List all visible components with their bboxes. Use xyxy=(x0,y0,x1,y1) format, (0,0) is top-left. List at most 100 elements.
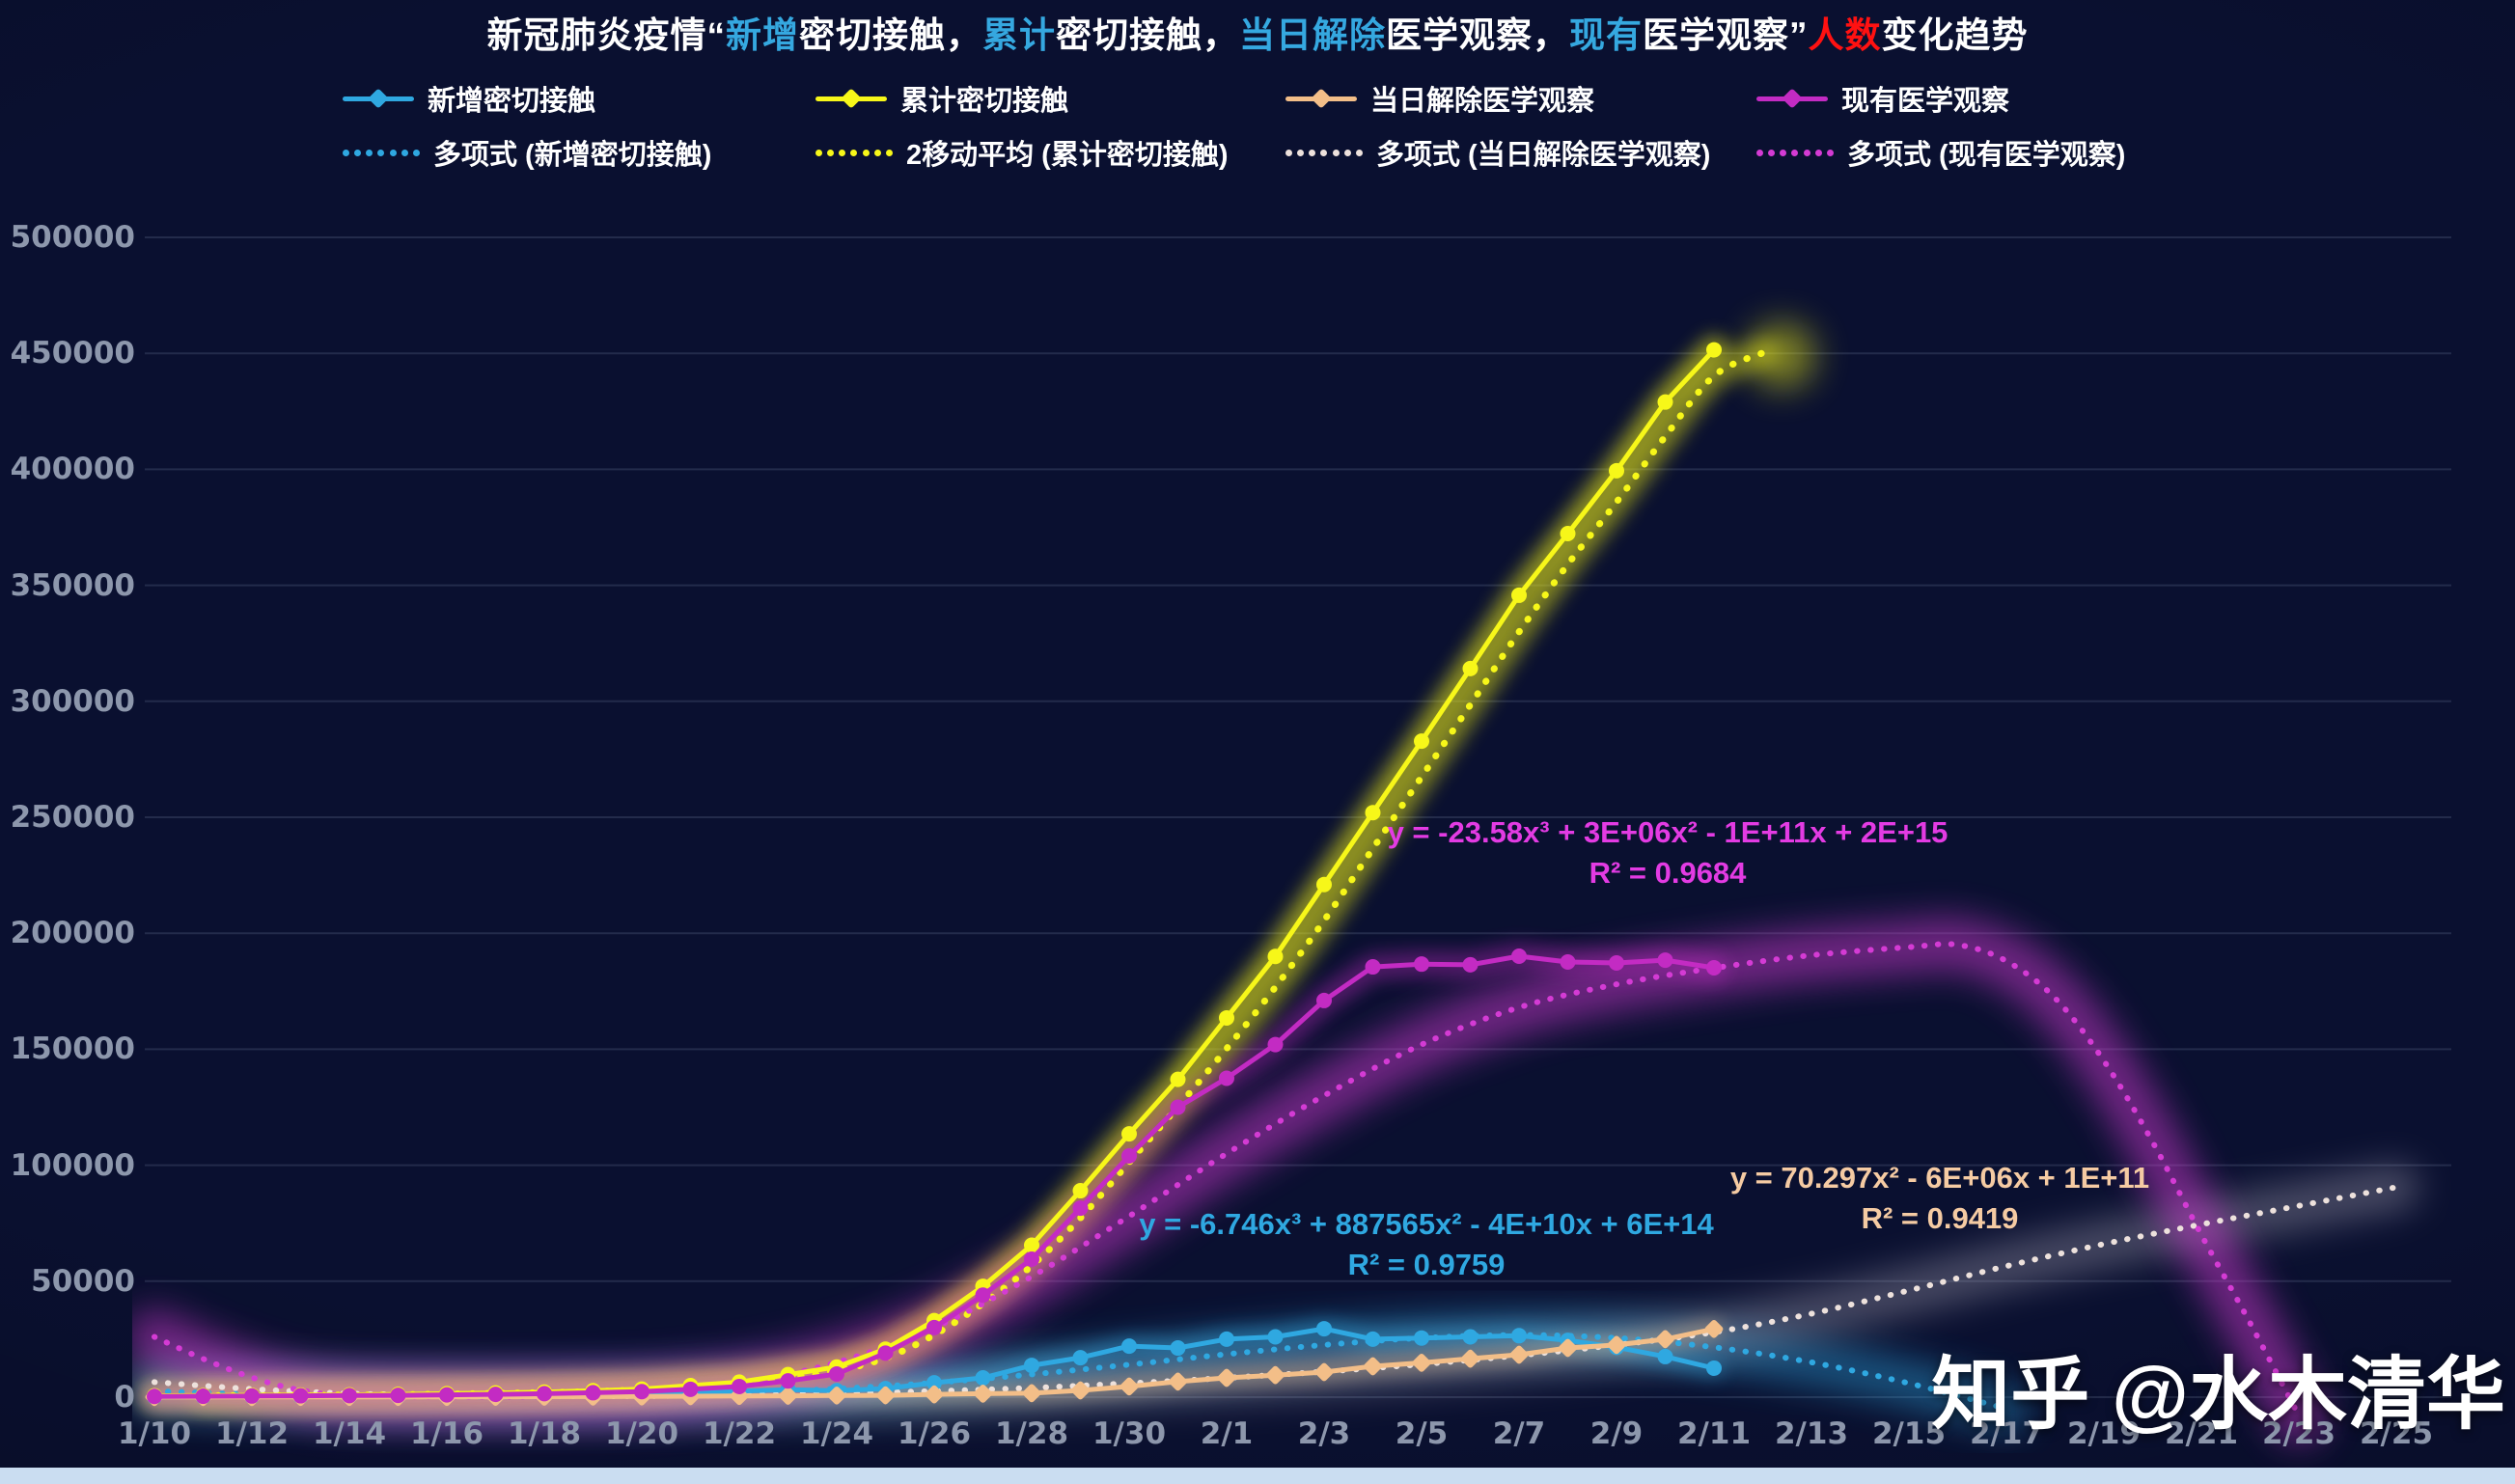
data-point-marker xyxy=(779,1387,797,1405)
data-point-marker xyxy=(1461,1349,1479,1368)
legend-line-swatch-icon xyxy=(343,88,414,109)
y-tick-label: 300000 xyxy=(10,683,135,719)
data-point-marker xyxy=(1365,1331,1381,1347)
data-point-marker xyxy=(1170,1340,1186,1357)
equation-line: R² = 0.9684 xyxy=(1589,856,1747,890)
legend-item: 2移动平均 (累计密切接触) xyxy=(815,133,1229,172)
title-segment: 累计 xyxy=(982,15,1056,55)
data-point-marker xyxy=(1509,1345,1529,1364)
x-tick-label: 1/22 xyxy=(702,1416,777,1451)
data-point-marker xyxy=(1511,948,1527,964)
data-point-marker xyxy=(1560,954,1576,971)
data-point-marker xyxy=(1170,1071,1186,1087)
data-point-marker xyxy=(342,1388,357,1404)
legend-marker-icon xyxy=(1311,88,1332,109)
trendline-dotted xyxy=(152,1332,2009,1412)
data-point-marker xyxy=(1365,959,1381,976)
title-segment: 医学观察” xyxy=(1643,15,1809,55)
bottom-strip xyxy=(0,1468,2515,1484)
x-tick-label: 1/10 xyxy=(117,1416,192,1451)
chart-title: 新冠肺炎疫情“新增密切接触，累计密切接触，当日解除医学观察，现有医学观察”人数变… xyxy=(0,6,2515,58)
x-tick-label: 2/3 xyxy=(1297,1416,1351,1451)
data-point-marker xyxy=(1219,1331,1234,1347)
data-point-marker xyxy=(1365,805,1381,821)
data-point-marker xyxy=(1560,525,1576,541)
legend-label: 现有医学观察 xyxy=(1841,86,2010,117)
equation-line: y = -23.58x³ + 3E+06x² - 1E+11x + 2E+15 xyxy=(1387,815,1948,849)
legend-row-1: 新增密切接触 累计密切接触 当日解除医学观察 现有医学观察 xyxy=(0,79,2515,118)
x-tick-label: 1/26 xyxy=(897,1416,972,1451)
legend-label: 2移动平均 (累计密切接触) xyxy=(906,140,1229,171)
poly-under-observation-equation: y = -23.58x³ + 3E+06x² - 1E+11x + 2E+15 R… xyxy=(1388,812,1948,893)
legend-label: 新增密切接触 xyxy=(428,86,596,117)
equation-line: y = 70.297x² - 6E+06x + 1E+11 xyxy=(1729,1161,2150,1195)
data-point-marker xyxy=(829,1365,844,1382)
data-point-marker xyxy=(1462,1329,1479,1345)
data-point-marker xyxy=(877,1345,894,1361)
data-point-marker xyxy=(682,1381,699,1397)
data-point-marker xyxy=(1414,1330,1429,1346)
data-point-marker xyxy=(1559,1338,1577,1358)
y-tick-label: 150000 xyxy=(10,1031,135,1067)
data-point-marker xyxy=(1119,1377,1139,1396)
data-point-marker xyxy=(1267,1329,1284,1345)
legend-label: 累计密切接触 xyxy=(900,86,1069,117)
legend-marker-icon xyxy=(1782,88,1803,109)
data-point-marker xyxy=(1607,1335,1626,1355)
data-point-marker xyxy=(1121,1147,1137,1164)
data-point-marker xyxy=(585,1385,601,1401)
data-point-marker xyxy=(1462,956,1479,973)
data-point-marker xyxy=(439,1387,455,1403)
poly-released-equation: y = 70.297x² - 6E+06x + 1E+11 R² = 0.9419 xyxy=(1730,1158,2149,1239)
zhihu-watermark: 知乎 @水木清华 xyxy=(1931,1351,2505,1439)
y-tick-label: 0 xyxy=(114,1380,135,1415)
legend-label: 多项式 (现有医学观察) xyxy=(1847,140,2126,171)
title-segment: 当日解除 xyxy=(1239,15,1386,55)
data-point-marker xyxy=(780,1373,796,1389)
x-tick-label: 2/13 xyxy=(1774,1416,1849,1451)
data-point-marker xyxy=(1267,1036,1284,1053)
data-point-marker xyxy=(925,1385,944,1404)
title-segment: 变化趋势 xyxy=(1881,15,2029,55)
legend-item: 多项式 (新增密切接触) xyxy=(343,133,711,172)
data-point-marker xyxy=(1024,1250,1039,1267)
x-tick-label: 2/9 xyxy=(1589,1416,1644,1451)
data-point-marker xyxy=(1219,1009,1234,1026)
title-segment: 人数 xyxy=(1808,15,1882,55)
equation-line: y = -6.746x³ + 887565x² - 4E+10x + 6E+14 xyxy=(1139,1207,1714,1241)
x-tick-label: 1/16 xyxy=(409,1416,484,1451)
data-point-marker xyxy=(147,1388,162,1405)
x-tick-label: 2/19 xyxy=(2066,1416,2142,1451)
data-point-marker xyxy=(1414,956,1429,973)
x-tick-label: 2/15 xyxy=(1871,1416,1947,1451)
data-point-marker xyxy=(1706,960,1722,976)
x-tick-label: 2/23 xyxy=(2261,1416,2336,1451)
data-point-marker xyxy=(1609,954,1624,971)
legend-row-2: 多项式 (新增密切接触) 2移动平均 (累计密切接触) 多项式 (当日解除医学观察)… xyxy=(0,133,2515,172)
data-point-marker xyxy=(1169,1372,1187,1391)
title-segment: 新增 xyxy=(726,15,799,55)
data-point-marker xyxy=(1511,587,1527,603)
legend-line-swatch-icon xyxy=(1285,88,1357,109)
legend-line-swatch-icon xyxy=(815,88,887,109)
legend-label: 当日解除医学观察 xyxy=(1370,86,1595,117)
data-point-marker xyxy=(1121,1338,1137,1355)
title-segment: 密切接触， xyxy=(799,15,982,55)
x-tick-label: 1/18 xyxy=(507,1416,582,1451)
data-point-marker xyxy=(1316,876,1332,893)
x-tick-label: 2/7 xyxy=(1492,1416,1546,1451)
y-tick-label: 450000 xyxy=(10,336,135,371)
data-point-marker xyxy=(926,1319,942,1335)
data-point-marker xyxy=(1267,948,1284,965)
x-tick-label: 2/25 xyxy=(2359,1416,2434,1451)
data-point-marker xyxy=(390,1388,406,1404)
data-point-marker xyxy=(876,1386,895,1405)
x-tick-label: 2/17 xyxy=(1969,1416,2044,1451)
legend-dotted-swatch-icon xyxy=(1285,149,1363,156)
data-point-marker xyxy=(1704,1319,1724,1338)
title-segment: 密切接触， xyxy=(1056,15,1239,55)
legend-item: 多项式 (当日解除医学观察) xyxy=(1285,133,1710,172)
data-point-marker xyxy=(975,1370,991,1387)
x-tick-label: 2/5 xyxy=(1395,1416,1449,1451)
